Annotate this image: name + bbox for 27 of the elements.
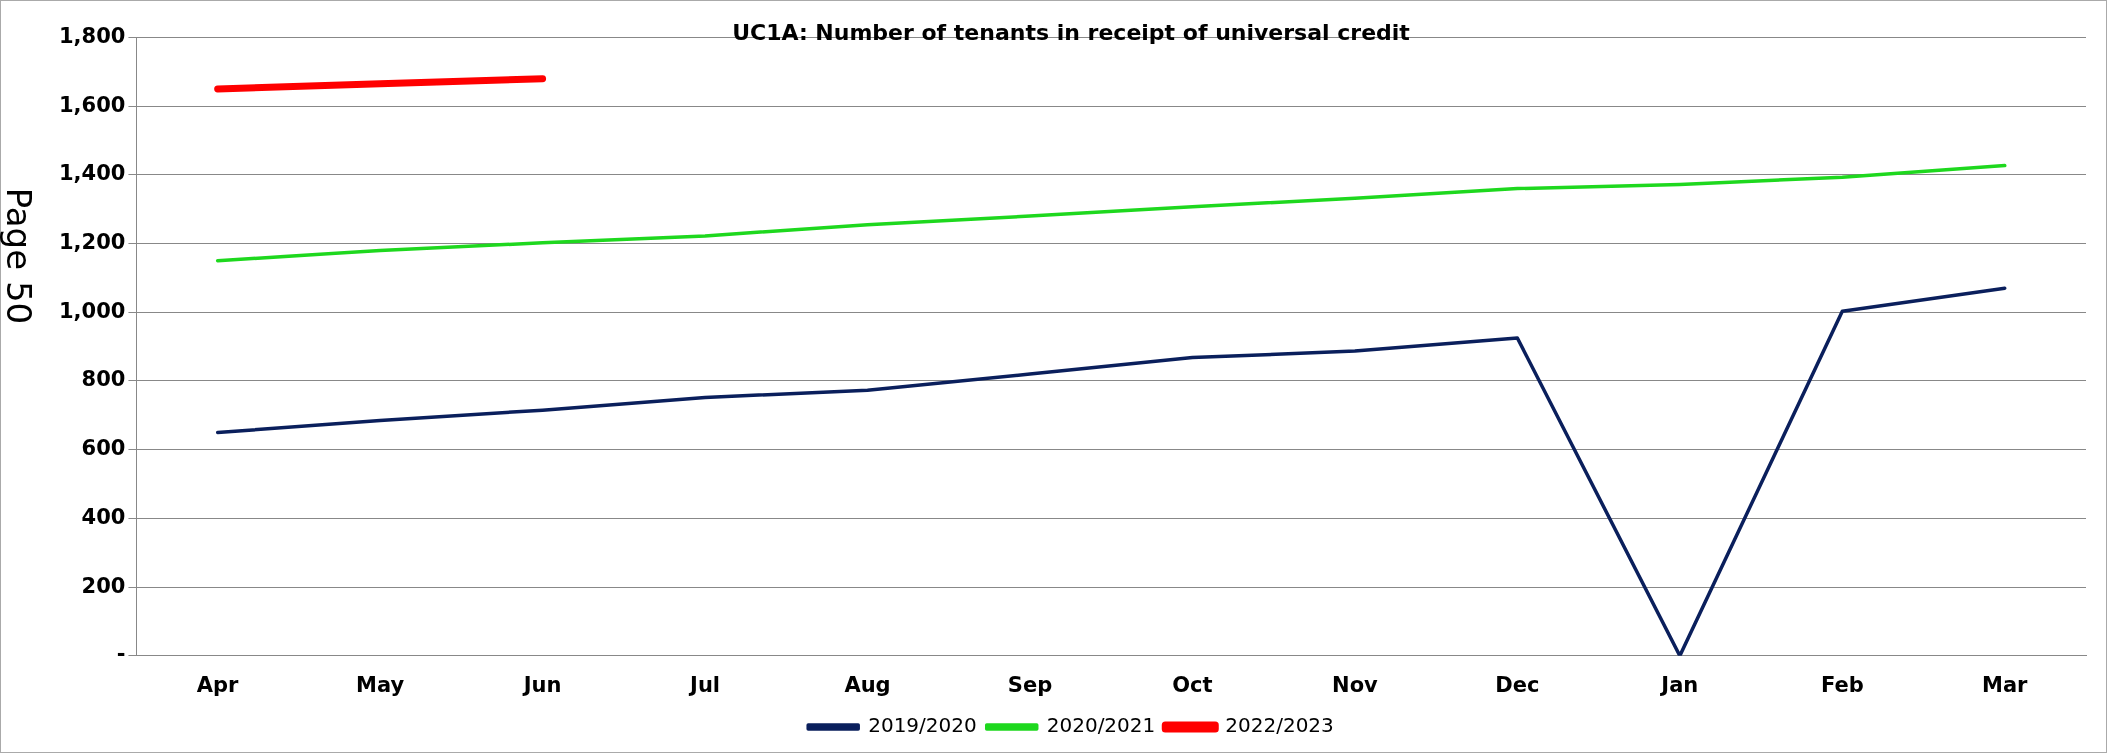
y-tick-label: 1,400: [58, 161, 126, 186]
x-tick-label: Jan: [1659, 672, 1699, 697]
x-tick-label: Nov: [1332, 672, 1379, 697]
x-tick-label: Feb: [1820, 672, 1864, 697]
x-tick-label: Sep: [1007, 672, 1053, 697]
y-tick-label: 400: [81, 504, 126, 529]
x-tick-label: May: [356, 672, 405, 697]
y-tick-label: -: [116, 642, 126, 667]
legend-label: 2020/2021: [1046, 713, 1156, 738]
y-tick-label: 1,600: [58, 92, 126, 117]
y-tick-label: 200: [81, 573, 126, 598]
y-tick-label: 600: [81, 436, 126, 461]
y-tick-label: 1,800: [58, 23, 126, 48]
x-tick-label: Dec: [1495, 672, 1540, 697]
y-tick-label: 1,200: [58, 229, 126, 254]
legend-label: 2019/2020: [868, 713, 977, 738]
x-tick-label: Mar: [1982, 672, 2029, 697]
chart-title: UC1A: Number of tenants in receipt of universal credit: [732, 19, 1411, 45]
x-tick-label: Jul: [688, 672, 721, 697]
y-tick-label: 800: [81, 367, 126, 392]
x-tick-label: Jun: [521, 672, 562, 697]
x-tick-label: Oct: [1172, 672, 1213, 697]
y-tick-label: 1,000: [58, 298, 126, 323]
x-tick-label: Apr: [196, 672, 240, 697]
text: Page 50: [0, 187, 40, 325]
x-tick-label: Aug: [844, 672, 891, 697]
legend-label: 2022/2023: [1225, 713, 1334, 738]
